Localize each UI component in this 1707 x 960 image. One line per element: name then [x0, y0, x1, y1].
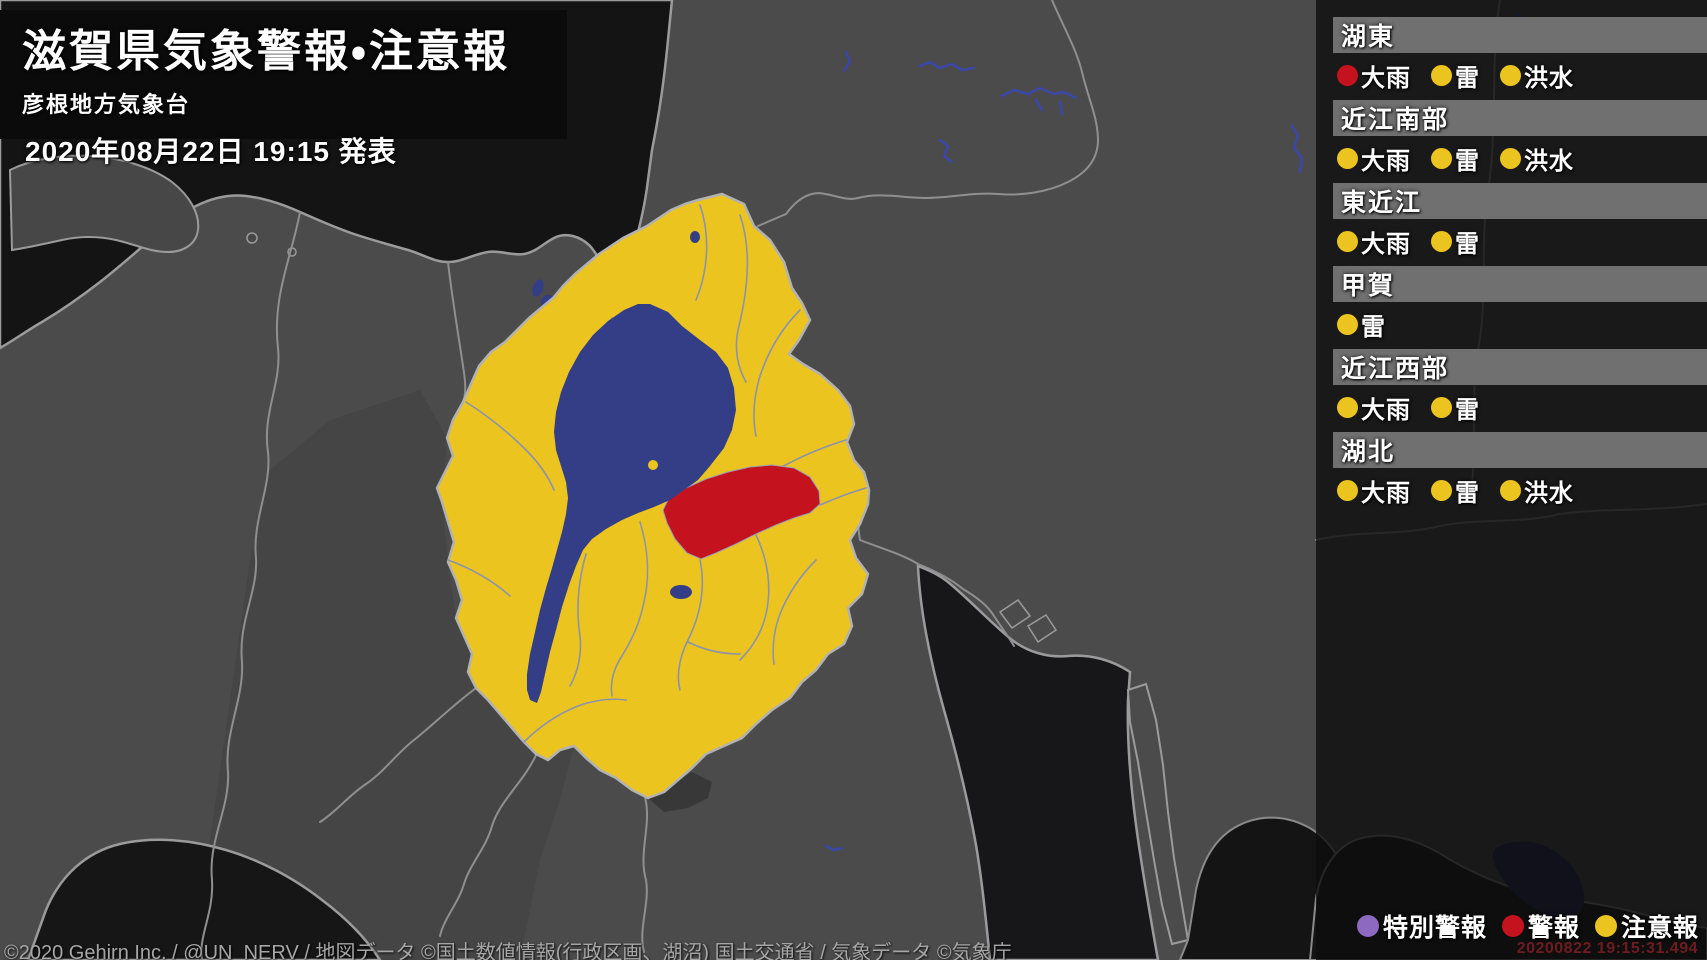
legend-label: 特別警報 — [1382, 914, 1487, 942]
warning-label: 雷 — [1455, 230, 1480, 258]
ise-bay — [916, 564, 1160, 960]
warning-level-dot — [1500, 147, 1521, 169]
warning-chip: 雷 — [1431, 58, 1480, 93]
islet — [246, 232, 258, 244]
tango-peninsula — [8, 154, 200, 254]
warning-level-dot — [1431, 230, 1452, 252]
warning-level-dot — [1337, 230, 1358, 252]
region-header: 甲賀 — [1333, 266, 1707, 302]
sidebar: 湖東 大雨 雷 洪水 近江南部 大雨 雷 洪水 東近江 大雨 雷 — [1316, 0, 1707, 960]
okishima-island — [648, 460, 658, 470]
region-name: 近江南部 — [1341, 106, 1450, 134]
warning-level-dot — [1431, 479, 1452, 501]
warning-chip: 洪水 — [1500, 58, 1574, 93]
map-shade-southwest — [200, 390, 574, 960]
region-warnings: 大雨 雷 洪水 — [1333, 53, 1707, 97]
nishinoko-lagoon — [670, 585, 692, 599]
warning-chip: 大雨 — [1337, 473, 1411, 508]
legend-label: 警報 — [1527, 914, 1580, 942]
warning-label: 雷 — [1455, 479, 1480, 507]
nagoya-port-land — [998, 598, 1032, 630]
sidebar-region: 甲賀 雷 — [1333, 266, 1707, 346]
region-header: 東近江 — [1333, 183, 1707, 219]
warning-level-dot — [1337, 396, 1358, 418]
region-warnings: 大雨 雷 — [1333, 385, 1707, 429]
warning-level-dot — [1431, 64, 1452, 86]
legend-level-dot — [1501, 915, 1524, 937]
warning-chip: 雷 — [1337, 307, 1386, 342]
region-warnings: 大雨 雷 洪水 — [1333, 468, 1707, 512]
nagoya-port-land — [1026, 613, 1058, 644]
region-header: 湖東 — [1333, 17, 1707, 53]
render-watermark: 20200822 19:15:31.494 — [1516, 940, 1698, 957]
lake-biwa — [527, 304, 736, 703]
warning-label: 雷 — [1455, 147, 1480, 175]
copyright-notice: ©2020 Gehirn Inc. / @UN_NERV / 地図データ ©国土… — [4, 942, 1012, 960]
legend-item: 特別警報 — [1356, 908, 1487, 944]
warning-level-dot — [1337, 479, 1358, 501]
legend-level-dot — [1356, 915, 1379, 937]
sidebar-region: 近江西部 大雨 雷 — [1333, 349, 1707, 429]
title-block: 滋賀県気象警報・注意報 彦根地方気象台 — [0, 10, 567, 139]
region-name: 甲賀 — [1341, 272, 1396, 300]
warning-level-dot — [1337, 147, 1358, 169]
region-name: 東近江 — [1341, 189, 1423, 217]
warning-label: 大雨 — [1361, 479, 1411, 507]
warning-chip: 雷 — [1431, 390, 1480, 425]
issued-timestamp: 2020年08月22日 19:15 発表 — [25, 136, 397, 167]
warning-label: 大雨 — [1361, 147, 1411, 175]
legend-item: 注意報 — [1594, 908, 1699, 944]
dark-land-notch — [648, 772, 712, 812]
page-title: 滋賀県気象警報・注意報 — [22, 27, 510, 76]
warning-level-dot — [1337, 64, 1358, 86]
osaka-bay — [26, 838, 382, 960]
warning-chip: 大雨 — [1337, 390, 1411, 425]
warning-chip: 洪水 — [1500, 473, 1574, 508]
warning-label: 大雨 — [1361, 230, 1411, 258]
sidebar-region: 東近江 大雨 雷 — [1333, 183, 1707, 263]
warning-chip: 雷 — [1431, 473, 1480, 508]
warning-chip: 雷 — [1431, 141, 1480, 176]
observatory-subtitle: 彦根地方気象台 — [22, 92, 191, 117]
region-name: 近江西部 — [1341, 355, 1450, 383]
warning-level-dot — [1431, 147, 1452, 169]
warning-level-dot — [1500, 479, 1521, 501]
warning-label: 大雨 — [1361, 396, 1411, 424]
warning-chip: 大雨 — [1337, 224, 1411, 259]
lake-yogo — [690, 231, 700, 243]
legend-label: 注意報 — [1620, 914, 1699, 942]
warning-chip: 雷 — [1431, 224, 1480, 259]
warning-chip: 大雨 — [1337, 58, 1411, 93]
warning-label: 雷 — [1455, 64, 1480, 92]
region-warnings: 大雨 雷 — [1333, 219, 1707, 263]
koto-warning-area — [662, 464, 821, 560]
warning-label: 大雨 — [1361, 64, 1411, 92]
region-warnings: 雷 — [1333, 302, 1707, 346]
region-header: 湖北 — [1333, 432, 1707, 468]
region-header: 近江西部 — [1333, 349, 1707, 385]
sidebar-region: 湖北 大雨 雷 洪水 — [1333, 432, 1707, 512]
warning-label: 雷 — [1361, 313, 1386, 341]
legend-level-dot — [1594, 915, 1617, 937]
region-header: 近江南部 — [1333, 100, 1707, 136]
sidebar-region: 湖東 大雨 雷 洪水 — [1333, 17, 1707, 97]
warning-level-dot — [1431, 396, 1452, 418]
warning-label: 雷 — [1455, 396, 1480, 424]
sidebar-region: 近江南部 大雨 雷 洪水 — [1333, 100, 1707, 180]
warning-level-dot — [1500, 64, 1521, 86]
region-warnings: 大雨 雷 洪水 — [1333, 136, 1707, 180]
warning-chip: 洪水 — [1500, 141, 1574, 176]
warning-chip: 大雨 — [1337, 141, 1411, 176]
region-name: 湖北 — [1341, 438, 1396, 466]
legend: 特別警報 警報 注意報 — [1356, 908, 1699, 944]
warning-label: 洪水 — [1524, 64, 1574, 92]
region-name: 湖東 — [1341, 23, 1396, 51]
warning-level-dot — [1337, 313, 1358, 335]
warning-label: 洪水 — [1524, 147, 1574, 175]
warning-label: 洪水 — [1524, 479, 1574, 507]
legend-item: 警報 — [1501, 908, 1580, 944]
